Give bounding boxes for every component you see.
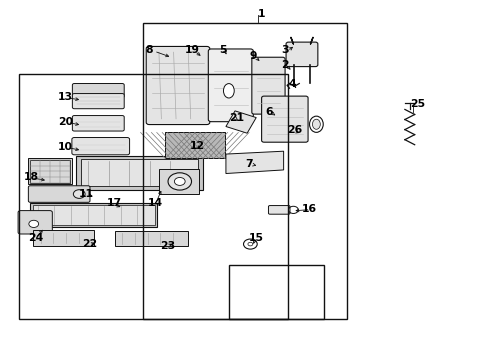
Text: 19: 19 xyxy=(184,45,200,55)
Text: 12: 12 xyxy=(189,141,204,151)
Text: 6: 6 xyxy=(264,107,272,117)
FancyBboxPatch shape xyxy=(72,84,124,98)
FancyBboxPatch shape xyxy=(208,49,253,122)
Text: 2: 2 xyxy=(281,60,288,70)
Polygon shape xyxy=(225,151,283,174)
Circle shape xyxy=(29,220,39,228)
Text: 22: 22 xyxy=(82,239,97,249)
Text: 13: 13 xyxy=(58,92,73,102)
Bar xyxy=(30,203,157,227)
Circle shape xyxy=(168,173,191,190)
Ellipse shape xyxy=(223,84,234,98)
Text: 15: 15 xyxy=(248,233,263,243)
FancyBboxPatch shape xyxy=(28,186,90,202)
Bar xyxy=(159,169,199,194)
Text: 1: 1 xyxy=(258,9,265,19)
Text: 11: 11 xyxy=(79,189,94,199)
Text: 24: 24 xyxy=(28,233,43,243)
Bar xyxy=(30,160,70,183)
Bar xyxy=(115,231,188,246)
Text: 16: 16 xyxy=(302,204,317,214)
Text: 8: 8 xyxy=(145,45,153,55)
Bar xyxy=(33,230,94,246)
Text: 17: 17 xyxy=(106,198,122,208)
Text: 7: 7 xyxy=(245,159,253,169)
Text: 10: 10 xyxy=(58,142,73,152)
Bar xyxy=(76,156,203,190)
Ellipse shape xyxy=(312,119,320,129)
FancyBboxPatch shape xyxy=(18,211,52,234)
Bar xyxy=(142,23,346,319)
Bar xyxy=(33,205,155,225)
Bar xyxy=(19,74,287,319)
Bar xyxy=(81,159,198,186)
Text: 21: 21 xyxy=(228,113,244,123)
Text: 5: 5 xyxy=(219,45,226,55)
Text: 25: 25 xyxy=(409,99,424,109)
Bar xyxy=(165,132,224,158)
FancyBboxPatch shape xyxy=(285,42,317,67)
Circle shape xyxy=(247,242,252,246)
Circle shape xyxy=(73,190,85,198)
Polygon shape xyxy=(225,111,256,133)
Circle shape xyxy=(174,177,185,185)
Bar xyxy=(228,265,324,319)
FancyBboxPatch shape xyxy=(72,94,124,109)
Text: 4: 4 xyxy=(288,78,296,89)
FancyBboxPatch shape xyxy=(251,57,285,114)
FancyBboxPatch shape xyxy=(146,46,209,125)
Text: 9: 9 xyxy=(249,51,256,61)
Text: 20: 20 xyxy=(58,117,73,127)
Text: 23: 23 xyxy=(160,240,175,251)
Text: 3: 3 xyxy=(281,45,288,55)
Text: 18: 18 xyxy=(23,172,39,182)
Bar xyxy=(28,158,72,184)
FancyBboxPatch shape xyxy=(72,138,129,155)
FancyBboxPatch shape xyxy=(72,116,124,131)
Text: 26: 26 xyxy=(287,125,302,135)
Text: 14: 14 xyxy=(147,198,163,208)
FancyBboxPatch shape xyxy=(268,206,289,214)
FancyBboxPatch shape xyxy=(261,96,307,142)
